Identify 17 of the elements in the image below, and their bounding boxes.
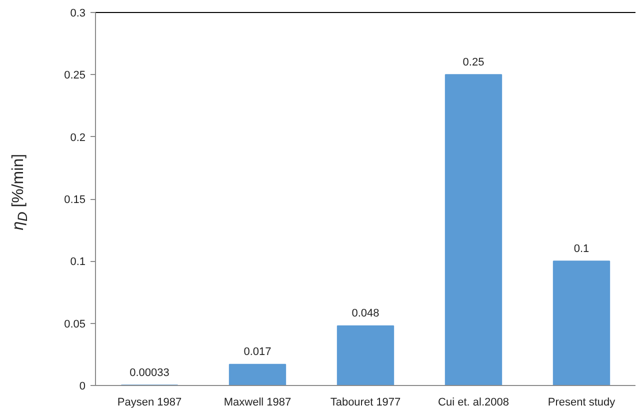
x-tick-label: Cui et. al.2008 <box>438 396 509 408</box>
data-label: 0.017 <box>244 346 272 358</box>
x-tick-label: Paysen 1987 <box>117 396 182 408</box>
data-label: 0.048 <box>352 307 380 320</box>
x-tick-label: Tabouret 1977 <box>330 396 401 408</box>
x-tick-label: Present study <box>548 396 616 408</box>
y-tick-label: 0.2 <box>70 132 86 144</box>
y-tick-label: 0.15 <box>64 194 86 206</box>
y-tick-label: 0.05 <box>64 318 86 330</box>
x-tick-label: Maxwell 1987 <box>224 396 292 408</box>
y-tick-label: 0.1 <box>70 256 86 268</box>
y-tick-label: 0 <box>79 380 86 392</box>
data-label: 0.00033 <box>130 366 170 379</box>
data-label: 0.25 <box>462 56 484 68</box>
data-label: 0.1 <box>574 242 590 255</box>
y-tick-label: 0.25 <box>64 70 86 82</box>
y-tick-label: 0.3 <box>70 8 86 20</box>
